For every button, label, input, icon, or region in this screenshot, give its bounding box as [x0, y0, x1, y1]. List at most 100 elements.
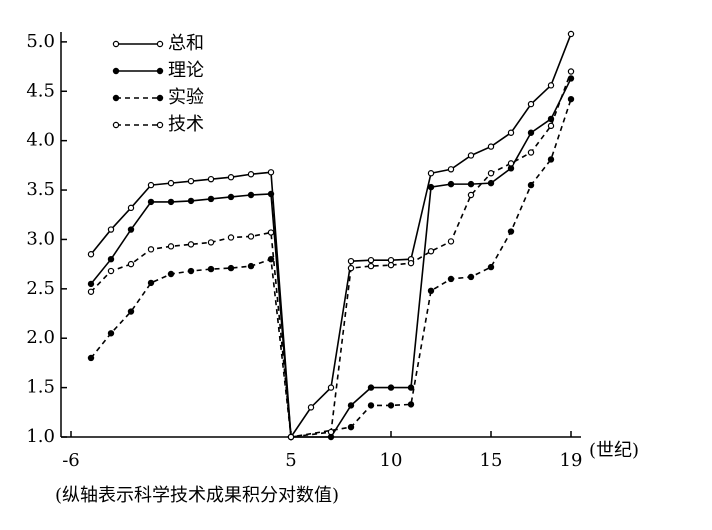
point: [367, 384, 375, 391]
point: [267, 190, 275, 198]
point: [367, 262, 375, 270]
point: [447, 275, 455, 283]
point: [487, 170, 495, 177]
point: [487, 263, 495, 271]
y-tick-label: 2.5: [26, 278, 55, 299]
point: [87, 251, 95, 258]
point: [167, 198, 175, 206]
point: [527, 129, 535, 136]
legend-marker: [112, 94, 120, 102]
legend-marker: [112, 40, 120, 48]
legend-marker: [112, 67, 120, 75]
point: [107, 330, 115, 337]
point: [547, 122, 555, 130]
point: [107, 255, 115, 263]
point: [487, 179, 495, 187]
point: [327, 384, 335, 391]
point: [147, 246, 155, 253]
y-tick-label: 4.0: [26, 130, 55, 151]
point: [127, 226, 135, 233]
point: [507, 160, 515, 167]
y-tick-label: 1.0: [26, 426, 55, 447]
point: [447, 238, 455, 245]
point: [227, 174, 235, 181]
point: [187, 267, 195, 275]
point: [127, 204, 135, 212]
point: [287, 433, 295, 441]
legend-label: 理论: [168, 60, 204, 81]
point: [167, 270, 175, 278]
x-tick-label: 10: [380, 450, 403, 471]
point: [427, 287, 435, 295]
legend-label: 技术: [168, 114, 204, 135]
point: [187, 197, 195, 205]
point: [247, 191, 255, 199]
point: [447, 166, 455, 173]
point: [447, 180, 455, 188]
point: [367, 402, 375, 409]
x-axis-label: (世纪): [589, 440, 639, 461]
point: [527, 149, 535, 156]
y-tick-label: 4.5: [26, 80, 55, 101]
point: [167, 243, 175, 250]
y-tick-label: 3.5: [26, 179, 55, 200]
point: [467, 191, 475, 199]
point: [387, 261, 395, 269]
point: [267, 169, 275, 176]
y-tick-label: 3.0: [26, 228, 55, 249]
point: [307, 404, 315, 411]
point: [567, 95, 575, 103]
point: [427, 183, 435, 191]
point: [387, 402, 395, 409]
point: [547, 82, 555, 89]
legend-marker: [112, 121, 120, 129]
point: [427, 248, 435, 255]
point: [127, 308, 135, 315]
point: [247, 262, 255, 270]
point: [207, 239, 215, 246]
legend-marker: [156, 121, 164, 129]
legend-marker: [156, 40, 164, 48]
y-tick-label: 2.0: [26, 327, 55, 348]
point: [507, 228, 515, 235]
point: [227, 234, 235, 241]
point: [107, 267, 115, 275]
point: [207, 195, 215, 203]
point: [227, 193, 235, 201]
point: [567, 68, 575, 75]
point: [187, 241, 195, 248]
point: [127, 260, 135, 268]
point: [367, 256, 375, 264]
point: [347, 402, 355, 409]
y-tick-label: 5.0: [26, 31, 55, 52]
point: [407, 401, 415, 408]
point: [267, 229, 275, 236]
x-tick-label: 19: [560, 450, 583, 471]
point: [147, 181, 155, 189]
point: [167, 179, 175, 187]
point: [567, 30, 575, 38]
point: [387, 384, 395, 391]
point: [527, 100, 535, 108]
point: [547, 156, 555, 163]
point: [487, 143, 495, 150]
point: [187, 177, 195, 185]
series-line: [90, 78, 572, 438]
point: [247, 171, 255, 178]
point: [147, 279, 155, 287]
point: [467, 273, 475, 281]
point: [467, 152, 475, 159]
point: [267, 255, 275, 263]
point: [227, 264, 235, 272]
point: [467, 180, 475, 188]
footnote: (纵轴表示科学技术成果积分对数值): [55, 485, 339, 506]
legend-label: 实验: [168, 87, 204, 108]
point: [107, 226, 115, 233]
point: [327, 428, 335, 436]
point: [347, 257, 355, 265]
point: [247, 233, 255, 240]
legend-marker: [156, 94, 164, 102]
point: [87, 354, 95, 362]
point: [347, 423, 355, 431]
point: [87, 280, 95, 288]
